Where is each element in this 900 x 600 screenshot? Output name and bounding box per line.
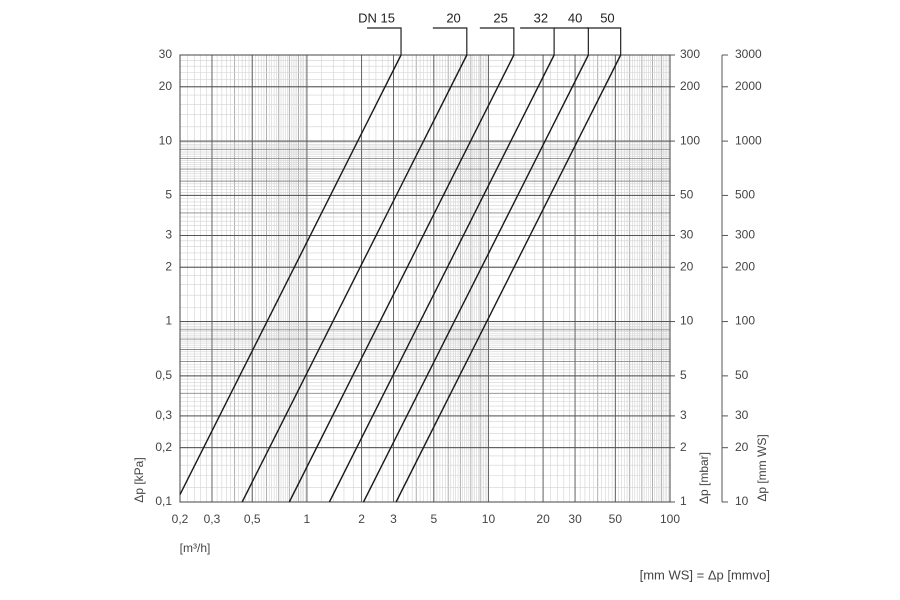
y-tick-label: 20 — [159, 79, 173, 93]
x-tick-label: 2 — [358, 512, 365, 526]
label-leader — [479, 27, 515, 55]
y3-tick-label: 100 — [735, 314, 755, 328]
y3-tick-label: 300 — [735, 228, 755, 242]
x-tick-label: 50 — [609, 512, 623, 526]
y-tick-label: 1 — [165, 314, 172, 328]
note: [mm WS] = Δp [mmvo] — [640, 567, 770, 582]
y3-tick-label: 3000 — [735, 47, 762, 61]
y2-tick-label: 20 — [680, 259, 694, 273]
x-tick-label: 20 — [536, 512, 550, 526]
y2-tick-label: 100 — [680, 133, 700, 147]
plot-frame — [179, 54, 671, 503]
label-leader — [554, 27, 589, 55]
y2-tick-label: 2 — [680, 440, 687, 454]
y-tick-label: 0,2 — [155, 440, 172, 454]
series-label: DN 15 — [358, 10, 395, 25]
x-tick-label: 0,3 — [204, 512, 221, 526]
y3-tick-label: 50 — [735, 368, 749, 382]
x-tick-label: 5 — [430, 512, 437, 526]
label-leader — [367, 27, 402, 55]
y-axis-label: Δp [kPa] — [132, 457, 146, 502]
y-tick-label: 2 — [165, 259, 172, 273]
y3-tick-label: 30 — [735, 408, 749, 422]
y-tick-label: 30 — [159, 47, 173, 61]
y2-tick-label: 10 — [680, 314, 694, 328]
y2-tick-label: 5 — [680, 368, 687, 382]
y3-tick-label: 200 — [735, 259, 755, 273]
series-label: 32 — [534, 10, 548, 25]
y-tick-label: 0,5 — [155, 368, 172, 382]
y-tick-label: 0,1 — [155, 494, 172, 508]
series-line — [362, 54, 589, 503]
y-tick-label: 0,3 — [155, 408, 172, 422]
series-label: 25 — [493, 10, 507, 25]
x-tick-label: 30 — [568, 512, 582, 526]
y2-tick-label: 50 — [680, 188, 694, 202]
x-tick-label: 1 — [304, 512, 311, 526]
y2-tick-label: 30 — [680, 228, 694, 242]
y2-tick-label: 3 — [680, 408, 687, 422]
series-line — [395, 54, 622, 503]
x-tick-label: 0,2 — [172, 512, 189, 526]
y3-tick-label: 20 — [735, 440, 749, 454]
y3-tick-label: 2000 — [735, 79, 762, 93]
series-label: 40 — [568, 10, 582, 25]
y2-tick-label: 1 — [680, 494, 687, 508]
series-label: 20 — [446, 10, 460, 25]
x-tick-label: 0,5 — [244, 512, 261, 526]
label-leader — [586, 27, 622, 55]
y2-axis-label: Δp [mbar] — [697, 452, 711, 504]
x-tick-label: 10 — [482, 512, 496, 526]
x-tick-label: 3 — [390, 512, 397, 526]
x-tick-label: 100 — [660, 512, 680, 526]
series-label: 50 — [600, 10, 614, 25]
y-tick-label: 10 — [159, 133, 173, 147]
label-leader — [432, 27, 468, 55]
series-line — [241, 54, 468, 503]
y-tick-label: 5 — [165, 188, 172, 202]
y3-axis-label: Δp [mm WS] — [755, 434, 769, 501]
y3-tick-label: 10 — [735, 494, 749, 508]
y3-tick-label: 500 — [735, 188, 755, 202]
y3-tick-label: 1000 — [735, 133, 762, 147]
x-axis-label: [m³/h] — [180, 541, 211, 555]
y2-tick-label: 300 — [680, 47, 700, 61]
series-line — [288, 54, 515, 503]
y-tick-label: 3 — [165, 228, 172, 242]
series-line — [179, 54, 402, 495]
y2-tick-label: 200 — [680, 79, 700, 93]
series-line — [328, 54, 555, 503]
label-leader — [520, 27, 555, 55]
